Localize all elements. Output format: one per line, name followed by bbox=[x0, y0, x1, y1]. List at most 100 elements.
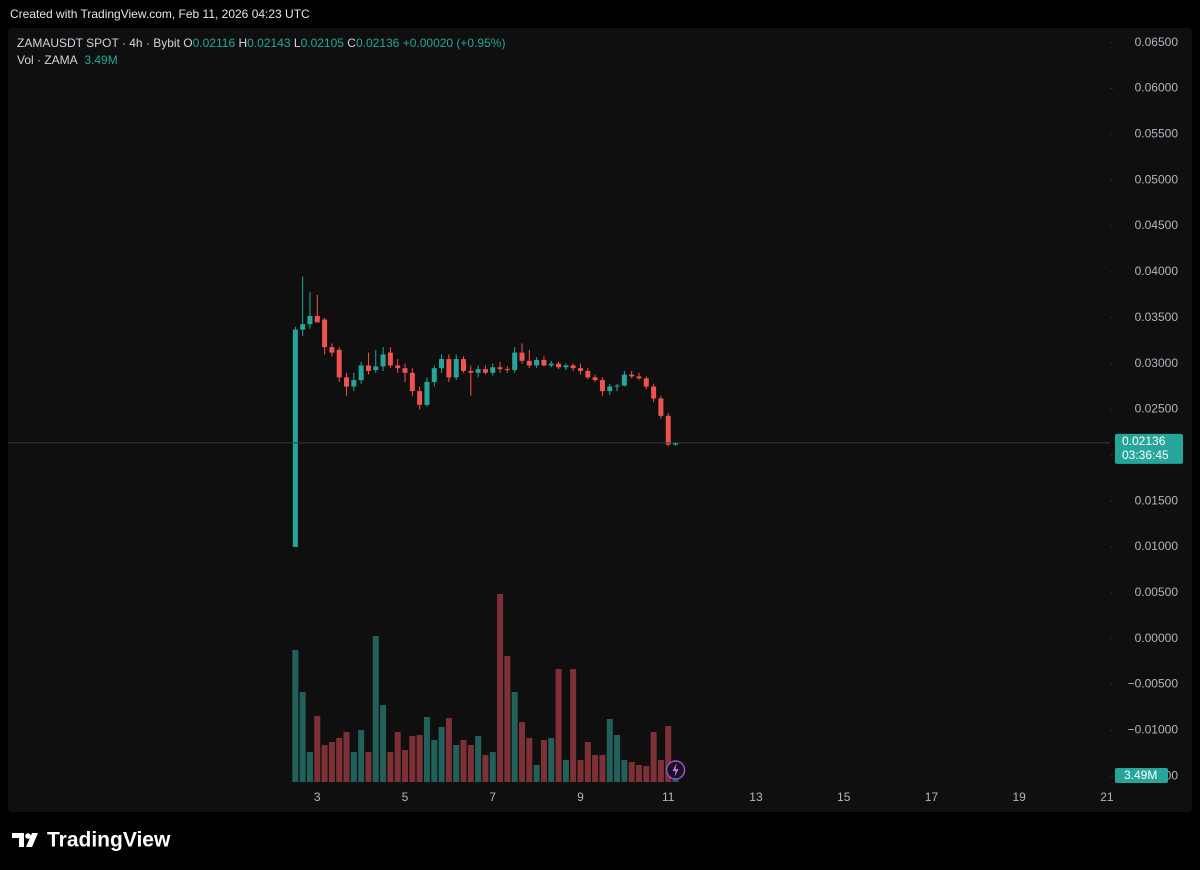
volume-bar bbox=[365, 752, 372, 782]
volume-bar bbox=[504, 656, 511, 782]
volume-bar bbox=[460, 740, 467, 782]
ohlc-label: H bbox=[238, 36, 248, 50]
volume-bar bbox=[592, 755, 599, 782]
countdown: 03:36:45 bbox=[1122, 448, 1169, 462]
candle-body bbox=[431, 368, 437, 382]
logo-icon bbox=[12, 833, 38, 847]
candle-body bbox=[344, 377, 350, 387]
ohlc-value: 0.02136 bbox=[355, 36, 400, 50]
y-tick-label: 0.01500 bbox=[1135, 493, 1179, 507]
legend-row: ZAMAUSDT SPOT · 4h · Bybit O0.02116 H0.0… bbox=[17, 35, 505, 52]
volume-bar bbox=[562, 760, 569, 782]
y-tick-label: 0.05500 bbox=[1135, 127, 1179, 141]
volume-bar bbox=[475, 736, 482, 782]
volume-bar bbox=[555, 669, 562, 782]
candle-body bbox=[468, 370, 474, 373]
volume-bar bbox=[519, 722, 526, 782]
volume-bar bbox=[489, 752, 496, 782]
volume-bar bbox=[343, 732, 350, 782]
volume-label: 3.49M bbox=[1124, 768, 1157, 782]
y-tick-label: 0.02500 bbox=[1135, 402, 1179, 416]
candle-body bbox=[658, 398, 664, 416]
volume-bar bbox=[306, 752, 313, 782]
y-tick-label: −0.01000 bbox=[1128, 723, 1179, 737]
ohlc-value: 0.02105 bbox=[300, 36, 344, 50]
volume-bar bbox=[614, 735, 621, 782]
volume-bar bbox=[328, 742, 335, 782]
x-tick-label: 3 bbox=[314, 790, 321, 804]
price-label: 0.02136 bbox=[1122, 434, 1166, 448]
candle-body bbox=[446, 359, 452, 378]
candle-body bbox=[417, 391, 423, 405]
volume-bar bbox=[635, 765, 642, 782]
volume-bar bbox=[467, 745, 474, 782]
candle-body bbox=[453, 359, 459, 378]
ohlc-label: C bbox=[347, 36, 356, 50]
volume-bar bbox=[431, 740, 438, 782]
x-tick-label: 15 bbox=[837, 790, 851, 804]
candle-body bbox=[402, 368, 408, 373]
candle-body bbox=[585, 370, 591, 378]
volume-bar bbox=[321, 745, 328, 782]
footer-brand: TradingView bbox=[47, 829, 171, 852]
volume-bar bbox=[657, 760, 664, 782]
candle-body bbox=[534, 359, 540, 366]
y-tick-label: 0.06000 bbox=[1135, 81, 1179, 95]
volume-bar bbox=[394, 732, 401, 782]
volume-bar bbox=[336, 738, 343, 782]
candle-body bbox=[548, 363, 554, 366]
candle-body bbox=[621, 374, 627, 386]
ohlc-value: 0.02116 bbox=[192, 36, 236, 50]
candle-body bbox=[614, 385, 620, 387]
volume-bar bbox=[350, 752, 357, 782]
volume-bar bbox=[402, 750, 409, 782]
event-icon-bolt bbox=[672, 763, 679, 777]
ohlc-label: O bbox=[183, 36, 193, 50]
candle-body bbox=[519, 352, 525, 361]
volume-bar bbox=[643, 766, 650, 782]
candle-body bbox=[439, 359, 445, 369]
volume-bar bbox=[438, 727, 445, 782]
volume-bar bbox=[570, 669, 577, 782]
candle-body bbox=[307, 315, 313, 325]
candle-body bbox=[373, 366, 379, 371]
candle-body bbox=[651, 386, 657, 399]
candle-body bbox=[365, 365, 371, 371]
volume-bar bbox=[526, 738, 533, 782]
volume-bar bbox=[314, 716, 321, 782]
volume-label-box bbox=[1115, 768, 1168, 784]
candle-body bbox=[475, 369, 481, 373]
volume-title: Vol · ZAMA bbox=[17, 53, 78, 67]
volume-bar bbox=[409, 736, 416, 782]
x-tick-label: 9 bbox=[577, 790, 584, 804]
candle-body bbox=[629, 374, 635, 377]
candle-body bbox=[512, 352, 518, 371]
candle-body bbox=[570, 365, 576, 369]
volume-bar bbox=[482, 755, 489, 782]
y-tick-label: 0.00500 bbox=[1135, 585, 1179, 599]
volume-bar bbox=[599, 755, 606, 782]
volume-bar bbox=[387, 752, 394, 782]
x-tick-label: 7 bbox=[489, 790, 496, 804]
candle-body bbox=[577, 368, 583, 371]
candle-body bbox=[300, 324, 306, 330]
candle-body bbox=[314, 315, 320, 323]
candle-body bbox=[395, 365, 401, 369]
candle-body bbox=[563, 365, 569, 368]
volume-bar bbox=[533, 765, 540, 782]
y-tick-label: 0.06500 bbox=[1135, 35, 1179, 49]
candle-body bbox=[336, 349, 342, 378]
candle-body bbox=[351, 380, 357, 387]
candle-body bbox=[541, 359, 547, 366]
y-tick-label: 0.00000 bbox=[1135, 631, 1179, 645]
legend-row: Vol · ZAMA 3.49M bbox=[17, 52, 505, 69]
candle-body bbox=[636, 376, 642, 379]
candle-body bbox=[592, 377, 598, 381]
candle-body bbox=[482, 369, 488, 373]
candle-body bbox=[424, 381, 430, 405]
price-label-box bbox=[1115, 433, 1183, 464]
volume-bar bbox=[372, 636, 379, 782]
legend: ZAMAUSDT SPOT · 4h · Bybit O0.02116 H0.0… bbox=[17, 35, 505, 69]
volume-bar bbox=[380, 705, 387, 782]
y-tick-label: 0.03500 bbox=[1135, 310, 1179, 324]
